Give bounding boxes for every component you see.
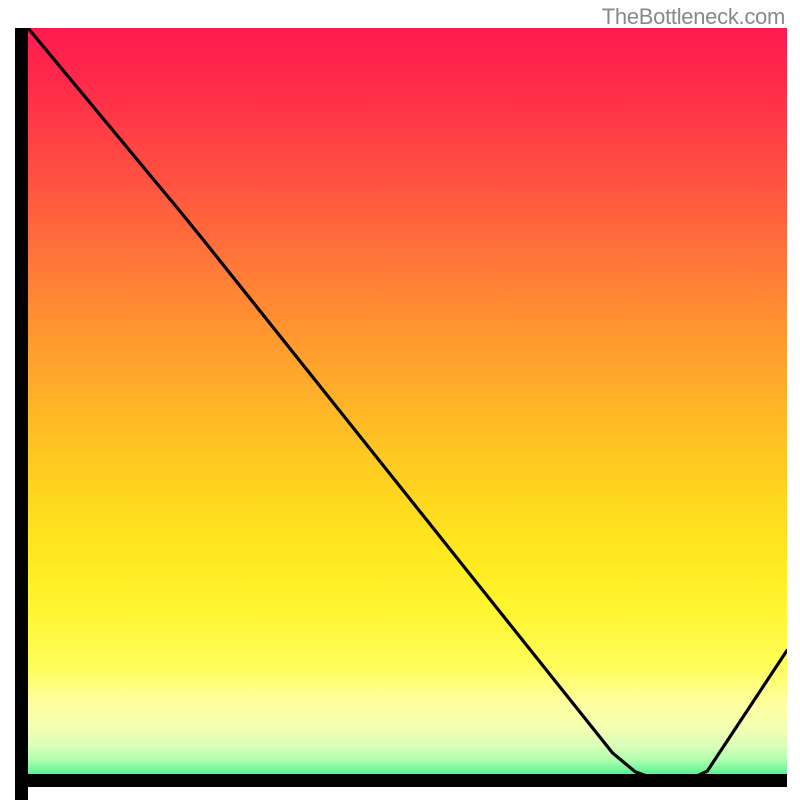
bottleneck-chart: TheBottleneck.com: [0, 0, 800, 800]
x-axis: [28, 774, 787, 787]
axis-corner: [15, 787, 28, 800]
gradient-background: [28, 28, 787, 787]
plot-area: [28, 28, 787, 787]
y-axis: [15, 28, 28, 787]
watermark-text: TheBottleneck.com: [602, 4, 785, 30]
